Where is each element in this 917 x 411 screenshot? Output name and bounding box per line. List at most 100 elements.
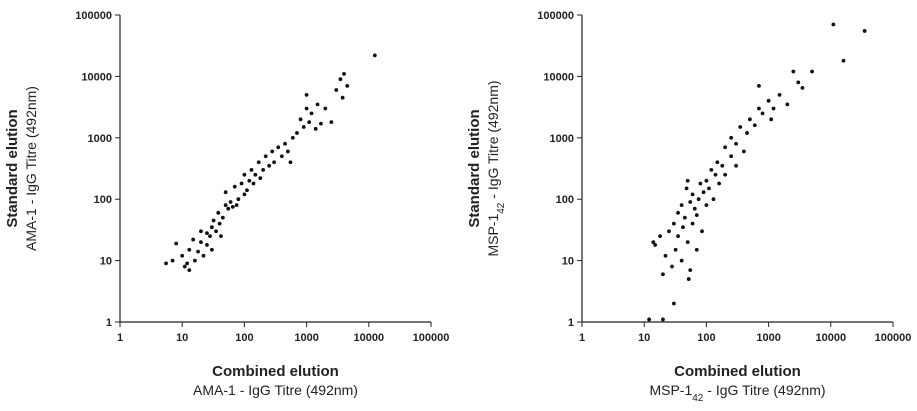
point xyxy=(831,22,836,27)
point xyxy=(752,123,757,128)
x-tick-label: 100000 xyxy=(413,332,450,344)
point xyxy=(690,192,695,197)
point xyxy=(245,188,249,193)
point xyxy=(211,218,216,223)
point xyxy=(285,149,290,154)
point xyxy=(196,249,200,254)
point xyxy=(315,102,320,107)
point xyxy=(219,234,223,239)
point xyxy=(700,229,704,234)
label-part: AMA-1 - IgG Titre (492nm) xyxy=(23,86,39,251)
point xyxy=(723,145,728,150)
point xyxy=(301,125,306,129)
point xyxy=(309,111,314,116)
y-axis-label: AMA-1 - IgG Titre (492nm) xyxy=(23,86,39,251)
point xyxy=(191,237,196,242)
point xyxy=(688,200,693,204)
point xyxy=(236,197,241,202)
point xyxy=(247,178,252,183)
point xyxy=(709,168,714,172)
x-tick-label: 100000 xyxy=(875,332,912,344)
point xyxy=(757,106,761,111)
point xyxy=(187,268,192,273)
point xyxy=(319,121,323,126)
point xyxy=(800,85,805,90)
point xyxy=(760,111,765,116)
point xyxy=(686,277,691,281)
point xyxy=(701,190,706,195)
point xyxy=(295,131,299,135)
point xyxy=(658,234,662,239)
point xyxy=(242,192,247,197)
point xyxy=(667,229,671,234)
point xyxy=(698,181,703,186)
point xyxy=(673,247,678,252)
point xyxy=(187,247,192,252)
point xyxy=(720,163,725,168)
point xyxy=(313,126,318,131)
point xyxy=(694,247,699,252)
point xyxy=(304,106,309,111)
point xyxy=(307,120,312,125)
point xyxy=(256,160,261,165)
x-axis-title: Combined elution xyxy=(212,363,339,380)
point xyxy=(647,317,652,322)
point xyxy=(729,154,734,159)
y-axis-title: Standard elution xyxy=(466,109,483,227)
x-tick-label: 1000 xyxy=(756,332,780,344)
point xyxy=(251,181,256,186)
x-tick-label: 100 xyxy=(235,332,253,344)
point xyxy=(729,135,734,140)
point xyxy=(201,253,206,258)
y-tick-label: 100 xyxy=(94,194,112,206)
point xyxy=(685,178,690,183)
point xyxy=(342,71,346,76)
point xyxy=(704,203,709,208)
point xyxy=(199,240,203,245)
y-tick-label: 1 xyxy=(106,317,112,329)
point xyxy=(338,77,343,82)
point xyxy=(216,210,221,215)
x-tick-label: 10000 xyxy=(816,332,847,344)
point xyxy=(841,58,846,63)
point xyxy=(164,261,168,266)
point xyxy=(205,243,209,247)
point xyxy=(684,186,689,191)
y-axis-title: Standard elution xyxy=(4,109,21,227)
point xyxy=(796,80,801,85)
x-tick-label: 10000 xyxy=(354,332,385,344)
point xyxy=(208,234,212,239)
point xyxy=(679,203,684,208)
point xyxy=(723,172,728,177)
x-tick-label: 1 xyxy=(579,332,585,344)
point xyxy=(692,206,697,211)
point xyxy=(298,117,303,122)
point xyxy=(862,29,867,33)
point xyxy=(199,229,203,234)
point xyxy=(777,92,782,97)
point xyxy=(209,247,214,252)
point xyxy=(323,106,328,111)
point xyxy=(747,117,752,122)
point xyxy=(345,84,350,88)
point xyxy=(653,243,658,247)
point xyxy=(185,261,190,266)
point xyxy=(267,163,272,168)
y-tick-label: 1000 xyxy=(88,133,112,145)
point xyxy=(258,176,263,181)
point xyxy=(694,213,699,218)
point xyxy=(766,98,771,103)
point xyxy=(174,241,179,246)
point xyxy=(707,186,711,191)
point xyxy=(711,197,716,202)
y-tick-label: 10000 xyxy=(81,71,112,83)
point xyxy=(180,253,185,258)
x-tick-label: 1000 xyxy=(294,332,318,344)
point xyxy=(230,204,235,209)
point xyxy=(283,141,287,146)
y-tick-label: 1 xyxy=(568,317,574,329)
point xyxy=(713,172,718,177)
y-tick-label: 10 xyxy=(562,256,574,268)
x-axis-title: Combined elution xyxy=(674,363,801,380)
